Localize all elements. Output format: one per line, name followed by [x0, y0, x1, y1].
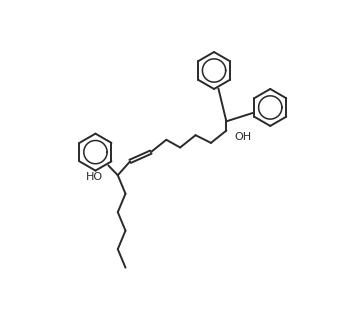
Text: OH: OH	[234, 132, 251, 142]
Text: HO: HO	[86, 172, 102, 182]
